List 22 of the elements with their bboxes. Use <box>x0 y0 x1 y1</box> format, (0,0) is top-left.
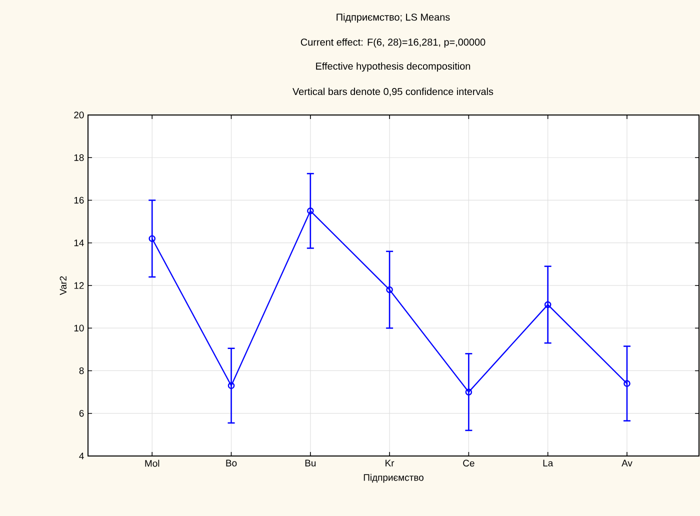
x-tick-label: Mol <box>145 460 160 467</box>
y-tick-label: 6 <box>79 410 84 417</box>
y-tick-label: 14 <box>74 240 84 246</box>
y-tick-label: 8 <box>79 367 84 374</box>
y-tick-label: 10 <box>74 324 84 332</box>
chart-title: Підприємство; LS Means <box>336 13 450 23</box>
text: Effective hypothesis decomposition <box>316 62 470 72</box>
x-tick-label: La <box>543 460 554 466</box>
y-tick-label: 16 <box>74 196 84 204</box>
x-tick-label: Bo <box>226 460 237 466</box>
y-tick-label: 12 <box>74 282 84 289</box>
x-tick-label: Bu <box>305 460 316 466</box>
y-tick-label: 20 <box>74 112 84 118</box>
y-tick-label: 4 <box>79 452 84 460</box>
x-tick-label: Ce <box>463 460 474 467</box>
x-tick-label: Av <box>622 460 632 466</box>
y-axis-title: Var2 <box>60 276 67 296</box>
y-tick-label: 18 <box>74 154 84 161</box>
text: Vertical bars denote 0,95 confidence intervals <box>292 88 494 96</box>
chart-subtitle: Current effect: F(6, 28)=16,281, p=,00000 <box>300 38 486 48</box>
x-axis-title: Підприємство <box>364 474 424 483</box>
x-tick-label: Kr <box>386 460 394 466</box>
